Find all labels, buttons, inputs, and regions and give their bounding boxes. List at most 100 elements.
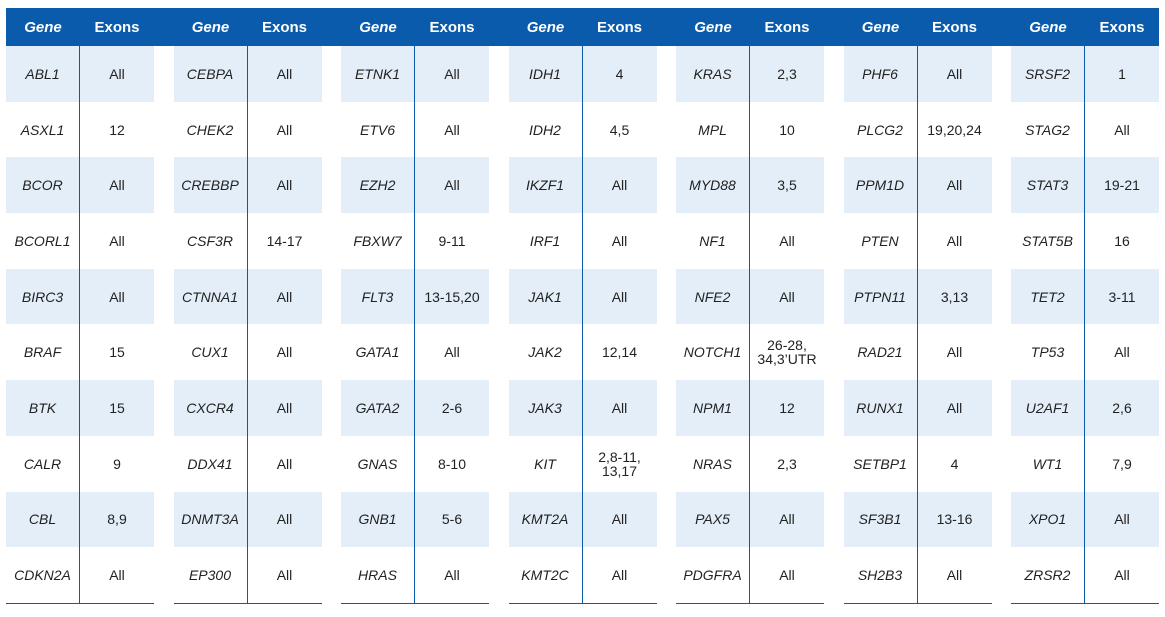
table-row: MYD88 3,5 [676,157,824,214]
gene-cell: GNB1 [341,491,415,548]
gene-cell: GNAS [341,435,415,492]
gene-cell: NRAS [676,435,750,492]
exons-cell: All [276,121,293,138]
gene-cell: STAT3 [1011,157,1085,214]
table-row: BTK 15 [6,380,154,436]
table-row: BRAF 15 [6,324,154,381]
exons-cell: 9-11 [438,232,466,249]
table-row: NF1 All [676,213,824,269]
table-row: CXCR4 All [173,380,322,436]
exons-cell: 13-16 [936,511,973,528]
exons-cell: 2,8-11, 13,17 [598,448,641,479]
gene-cell: RAD21 [844,324,918,381]
gene-cell: NF1 [676,213,750,269]
table-row: PTPN11 3,13 [843,268,992,325]
gene-cell: PLCG2 [844,101,918,158]
table-row: STAT5B 16 [1011,213,1159,269]
gene-cell: BCORL1 [6,213,80,269]
table-row: ETV6 All [341,101,489,158]
gene-cell: EP300 [174,547,248,603]
gene-cell: ETNK1 [341,46,415,102]
table-row: CUX1 All [174,324,322,381]
gene-cell: MYD88 [676,157,750,214]
table-row: PAX5 All [676,491,824,548]
table-header-band [6,8,1159,46]
gene-cell: HRAS [341,547,415,603]
gene-column-group-5: Gene Exons KRAS 2,3 MPL 10 MYD88 3,5 NF1 All NFE2 A… [676,8,824,604]
gene-cell: CSF3R [174,213,248,269]
exons-cell: All [109,65,125,82]
exons-cell: 12,14 [601,344,638,361]
exons-cell: All [779,288,795,305]
table-row: GNB1 5-6 [341,491,489,548]
gene-cell: KMT2C [509,547,583,603]
gene-column-group-1: Gene Exons ABL1 All ASXL1 12 BCOR All BCORL1 All B… [6,8,154,604]
gene-cell: PTEN [844,213,918,269]
exons-cell: 12 [109,121,125,138]
group-bottom-rule [1011,602,1159,604]
exons-cell: All [276,567,293,584]
gene-cell: ASXL1 [6,101,80,158]
group-header: Gene Exons [174,8,322,46]
gene-cell: FLT3 [341,268,415,325]
exons-cell: All [276,344,293,361]
gene-cell: KRAS [676,46,750,102]
table-row: RUNX1 All [843,380,992,436]
gene-cell: JAK3 [509,380,583,436]
gene-cell: PPM1D [844,157,918,214]
table-row: IKZF1 All [508,157,657,214]
gene-cell: XPO1 [1011,491,1085,548]
exons-cell: All [611,567,628,584]
gene-cell: ETV6 [341,101,415,158]
gene-column-group-4: Gene Exons IDH1 4 IDH2 4,5 IKZF1 All IRF1 All JAK1… [508,8,657,604]
exons-cell: All [109,177,125,194]
exons-cell: All [1114,121,1130,138]
gene-column-group-2: Gene Exons CEBPA All CHEK2 All CREBBP All CSF3R 1… [173,8,322,604]
group-bottom-rule [676,602,824,604]
table-row: JAK1 All [508,268,657,325]
table-row: PLCG2 19,20,24 [844,101,992,158]
table-row: CBL 8,9 [6,491,154,548]
gene-cell: KIT [509,435,583,492]
exons-cell: All [444,567,460,584]
gene-cell: IDH1 [509,46,583,102]
table-row: FBXW7 9-11 [341,213,489,269]
gene-cell: CREBBP [174,157,248,214]
exons-cell: 3,13 [940,288,969,305]
table-row: BCOR All [6,157,154,214]
table-row: PPM1D All [843,157,992,214]
exons-cell: 19-21 [1104,177,1140,194]
header-gene: Gene [526,18,565,36]
gene-cell: BCOR [6,157,80,214]
exons-cell: All [946,344,963,361]
exons-cell: 2,3 [777,65,797,82]
gene-cell: SETBP1 [844,435,918,492]
exons-cell: All [276,288,293,305]
gene-cell: SF3B1 [844,491,918,548]
table-row: SF3B1 13-16 [843,491,992,548]
gene-cell: RUNX1 [844,380,918,436]
table-row: U2AF1 2,6 [1011,380,1159,436]
table-row: PDGFRA All [676,547,824,603]
gene-column-group-6: Gene Exons PHF6 All PLCG2 19,20,24 PPM1D All PTE… [843,8,992,604]
exons-cell: 4,5 [609,121,630,138]
table-row: GATA1 All [341,324,489,381]
exons-cell: All [444,344,460,361]
exons-cell: All [779,567,795,584]
exons-cell: 9 [113,455,121,472]
exons-cell: All [109,288,125,305]
gene-cell: SRSF2 [1011,46,1085,102]
exons-cell: 2,6 [1112,399,1132,416]
gene-cell: PHF6 [844,46,918,102]
table-row: CREBBP All [173,157,322,214]
gene-cell: BIRC3 [6,268,80,325]
table-row: KMT2C All [509,547,657,603]
header-gene: Gene [359,18,397,36]
table-row: STAG2 All [1011,101,1159,158]
gene-cell: DNMT3A [174,491,248,548]
table-row: PHF6 All [843,46,992,102]
gene-cell: BRAF [6,324,80,381]
exons-cell: All [276,177,293,194]
exons-cell: All [109,567,125,584]
gene-cell: CDKN2A [6,547,80,603]
